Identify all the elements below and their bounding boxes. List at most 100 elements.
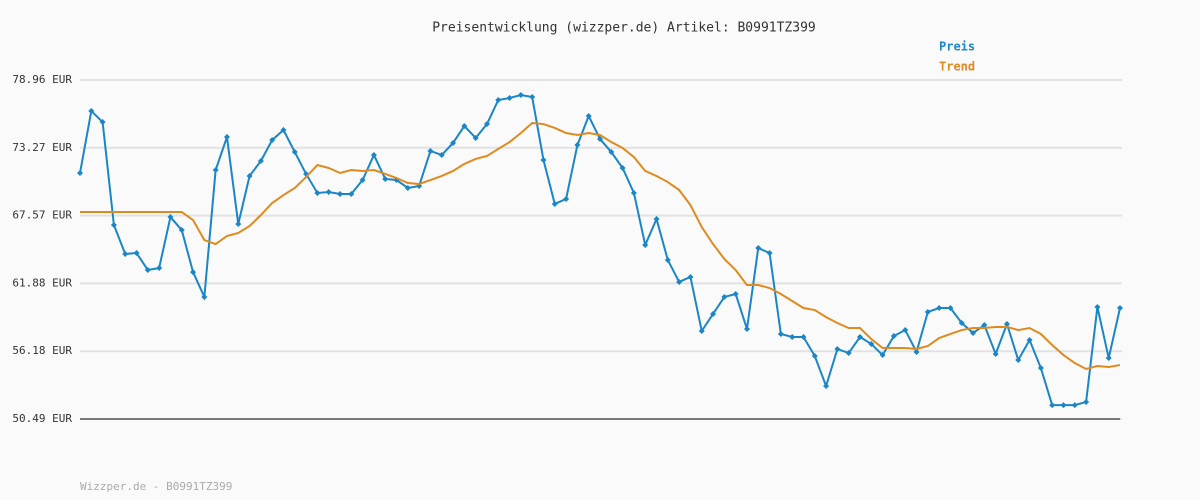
point-marker (427, 147, 434, 154)
point-marker (687, 273, 694, 280)
point-marker (958, 320, 965, 327)
point-marker (947, 305, 954, 312)
point-marker (438, 152, 445, 159)
point-marker (698, 328, 705, 335)
point-marker (495, 97, 502, 104)
point-marker (167, 214, 174, 221)
point-marker (1037, 365, 1044, 372)
point-marker (653, 215, 660, 222)
point-marker (122, 250, 129, 257)
point-marker (404, 184, 411, 191)
point-marker (585, 112, 592, 119)
point-marker (178, 227, 185, 234)
y-tick-label: 78.96 EUR (12, 73, 72, 86)
point-marker (721, 293, 728, 300)
point-marker (800, 333, 807, 340)
point-marker (619, 164, 626, 171)
point-marker (811, 353, 818, 360)
point-marker (1015, 357, 1022, 364)
point-marker (1083, 398, 1090, 405)
point-marker (190, 269, 197, 276)
point-marker (834, 345, 841, 352)
point-marker (574, 142, 581, 149)
point-marker (1026, 337, 1033, 344)
point-marker (868, 340, 875, 347)
point-marker (789, 333, 796, 340)
y-tick-label: 56.18 EUR (12, 344, 72, 357)
point-marker (608, 149, 615, 156)
point-marker (348, 190, 355, 197)
point-marker (755, 245, 762, 252)
point-marker (845, 350, 852, 357)
chart-title: Preisentwicklung (wizzper.de) Artikel: B… (432, 21, 816, 36)
point-marker (461, 122, 468, 129)
point-marker (156, 265, 163, 272)
point-marker (382, 175, 389, 182)
point-marker (743, 325, 750, 332)
point-marker (563, 195, 570, 202)
point-marker (710, 310, 717, 317)
point-marker (506, 94, 513, 101)
point-marker (676, 278, 683, 285)
point-marker (99, 119, 106, 126)
point-marker (517, 92, 524, 99)
point-marker (1060, 402, 1067, 409)
point-marker (212, 167, 219, 174)
point-marker (630, 190, 637, 196)
point-marker (823, 383, 830, 390)
point-marker (325, 189, 332, 196)
point-marker (88, 107, 95, 114)
line-series (80, 121, 1121, 371)
point-marker (981, 322, 988, 329)
point-marker (924, 308, 931, 315)
point-marker (201, 293, 208, 300)
point-marker (1003, 320, 1010, 327)
y-tick-label: 67.57 EUR (12, 209, 72, 222)
point-marker (337, 190, 343, 197)
point-marker (529, 94, 536, 101)
point-marker (1117, 305, 1123, 312)
point-marker (483, 121, 490, 128)
point-marker (1071, 402, 1078, 409)
point-marker (540, 157, 547, 164)
legend-entry: Trend (939, 60, 975, 74)
point-marker (936, 305, 943, 312)
point-marker (77, 169, 83, 176)
point-marker (902, 327, 909, 334)
y-tick-label: 61.88 EUR (12, 276, 72, 289)
point-marker (777, 330, 784, 337)
point-marker (1105, 355, 1112, 362)
point-marker (766, 250, 773, 257)
legend-entry: Preis (939, 40, 975, 54)
point-marker (291, 149, 298, 156)
point-marker (246, 172, 253, 179)
point-marker (890, 333, 897, 340)
point-marker (664, 257, 671, 264)
point-marker (359, 177, 366, 184)
point-marker (472, 134, 479, 141)
point-marker (280, 127, 287, 134)
point-marker (235, 220, 242, 227)
point-marker (223, 134, 230, 141)
point-marker (992, 350, 999, 357)
point-marker (597, 136, 603, 143)
y-tick-label: 50.49 EUR (12, 412, 72, 425)
point-marker (1094, 303, 1101, 310)
point-marker (450, 139, 457, 146)
point-marker (257, 157, 264, 164)
point-marker (314, 190, 321, 196)
point-marker (1049, 402, 1056, 409)
point-marker (913, 348, 920, 355)
point-marker (110, 222, 117, 229)
footer: Wizzper.de - B0991TZ399 (80, 480, 232, 493)
point-marker (133, 250, 140, 257)
point-marker (269, 137, 276, 144)
point-marker (970, 330, 977, 337)
y-tick-label: 73.27 EUR (12, 141, 72, 154)
point-marker (642, 242, 649, 249)
point-marker (144, 267, 151, 274)
point-marker (732, 290, 739, 297)
point-marker (551, 200, 558, 207)
